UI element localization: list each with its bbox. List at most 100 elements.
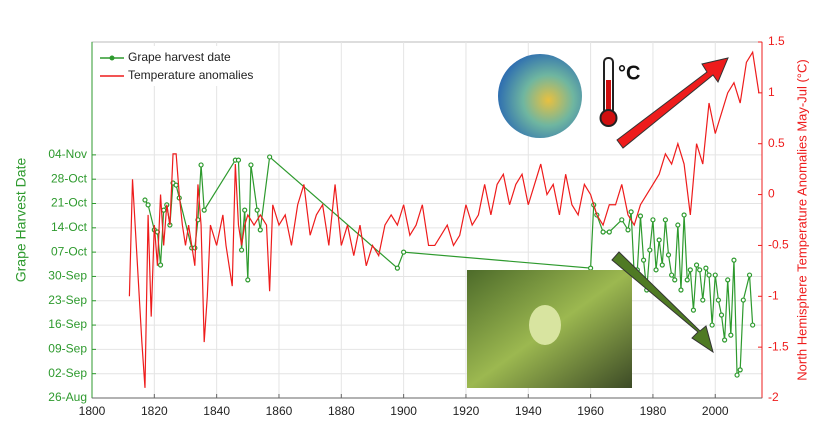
grape-bunch [529, 305, 561, 345]
data-point [713, 273, 717, 277]
data-point [748, 273, 752, 277]
legend-label: Temperature anomalies [128, 68, 253, 82]
data-point [236, 158, 240, 162]
data-point [174, 183, 178, 187]
data-point [629, 210, 633, 214]
chart: 1800 1820 1840 1860 1880 1900 1920 1940 1960 1980… [0, 0, 815, 423]
data-point [660, 263, 664, 267]
x-tick-label: 1940 [515, 404, 542, 418]
x-tick-label: 1880 [328, 404, 355, 418]
data-point [240, 248, 244, 252]
data-point [199, 163, 203, 167]
data-point [695, 263, 699, 267]
data-point [710, 323, 714, 327]
plot-frame [92, 42, 762, 398]
data-point [395, 266, 399, 270]
data-point [258, 228, 262, 232]
y2-tick-label: 1 [768, 85, 775, 99]
data-point [607, 230, 611, 234]
data-point [620, 218, 624, 222]
data-point [626, 228, 630, 232]
data-point [698, 268, 702, 272]
y2-axis-label: North Hemisphere Temperature Anomalies M… [794, 59, 809, 380]
data-point [701, 298, 705, 302]
data-point [679, 288, 683, 292]
y-tick-label: 09-Sep [48, 342, 87, 356]
data-point [729, 333, 733, 337]
x-tick-label: 1840 [203, 404, 230, 418]
data-point [682, 213, 686, 217]
data-point [707, 273, 711, 277]
data-point [589, 266, 593, 270]
y2-tick-label: -1.5 [768, 339, 789, 353]
y-tick-label: 04-Nov [48, 147, 87, 161]
data-point [402, 250, 406, 254]
x-tick-label: 1960 [577, 404, 604, 418]
globe-icon [498, 54, 582, 138]
data-point [751, 323, 755, 327]
y2-tick-label: 0 [768, 187, 775, 201]
y-tick-label: 14-Oct [51, 220, 88, 234]
data-point [146, 203, 150, 207]
y-tick-label: 30-Sep [48, 269, 87, 283]
data-point [732, 258, 736, 262]
data-point [243, 208, 247, 212]
y2-tick-label: 1.5 [768, 34, 785, 48]
data-point [159, 263, 163, 267]
data-point [670, 273, 674, 277]
data-point [202, 208, 206, 212]
y-tick-label: 16-Sep [48, 317, 87, 331]
data-point [654, 268, 658, 272]
data-point [691, 308, 695, 312]
data-point [638, 214, 642, 218]
data-point [648, 248, 652, 252]
legend-marker [110, 56, 115, 61]
plot-area [92, 42, 762, 398]
data-point [673, 278, 677, 282]
data-point [667, 253, 671, 257]
y-tick-label: 07-Oct [51, 244, 88, 258]
y-tick-label: 23-Sep [48, 293, 87, 307]
data-point [249, 163, 253, 167]
y-tick-label: 02-Sep [48, 366, 87, 380]
x-tick-label: 1980 [640, 404, 667, 418]
data-point [676, 223, 680, 227]
data-point [723, 338, 727, 342]
y-tick-label: 26-Aug [48, 390, 87, 404]
y-tick-label: 28-Oct [51, 171, 88, 185]
data-point [738, 368, 742, 372]
data-point [601, 230, 605, 234]
legend-label: Grape harvest date [128, 50, 231, 64]
data-point [735, 373, 739, 377]
y2-tick-label: -0.5 [768, 238, 789, 252]
y-axis-label: Grape Harvest Date [13, 158, 29, 283]
data-point [688, 268, 692, 272]
thermometer-bulb [601, 110, 617, 126]
data-point [143, 198, 147, 202]
y2-tick-label: -2 [768, 390, 779, 404]
x-tick-label: 1860 [266, 404, 293, 418]
data-point [663, 218, 667, 222]
y-tick-label: 21-Oct [51, 196, 88, 210]
y2-tick-label: -1 [768, 288, 779, 302]
data-point [704, 266, 708, 270]
y2-tick-label: 0.5 [768, 136, 785, 150]
data-point [162, 208, 166, 212]
data-point [642, 258, 646, 262]
x-tick-label: 1800 [79, 404, 106, 418]
x-tick-label: 1820 [141, 404, 168, 418]
x-tick-label: 2000 [702, 404, 729, 418]
data-point [268, 155, 272, 159]
data-point [741, 298, 745, 302]
data-point [657, 238, 661, 242]
data-point [651, 218, 655, 222]
data-point [719, 313, 723, 317]
data-point [685, 278, 689, 282]
legend: Grape harvest date Temperature anomalies [96, 46, 266, 86]
x-tick-label: 1900 [390, 404, 417, 418]
data-point [246, 278, 250, 282]
celsius-label: °C [618, 62, 640, 84]
data-point [716, 298, 720, 302]
x-tick-label: 1920 [453, 404, 480, 418]
data-point [193, 246, 197, 250]
